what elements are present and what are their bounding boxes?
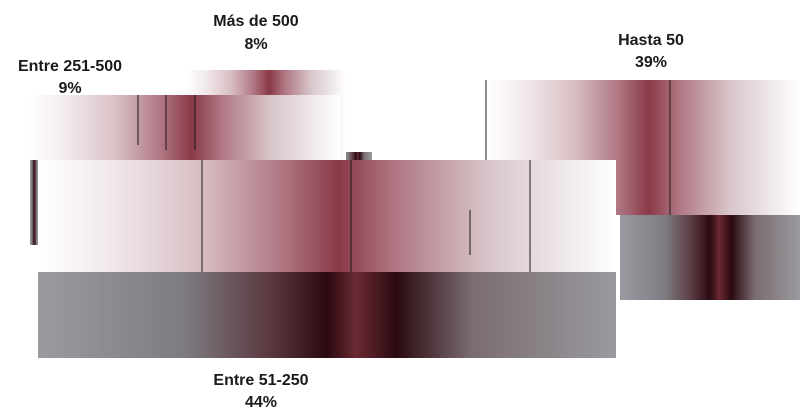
slice-value-label: 8% [244, 36, 267, 53]
pie-slice-side [30, 160, 38, 245]
slice-label: Entre 251-500 [18, 58, 122, 75]
pie-slice-top [30, 95, 340, 160]
slice-value-label: 39% [635, 54, 667, 71]
slice-value-label: 9% [58, 80, 81, 97]
pie-slice [38, 160, 616, 358]
pie-slice-side [620, 215, 800, 300]
pie-slice [486, 80, 800, 300]
pie-slice-side [340, 152, 372, 162]
slice-label: Más de 500 [213, 13, 298, 30]
slice-label: Entre 51-250 [213, 372, 308, 389]
slice-value-label: 44% [245, 394, 277, 411]
pie-slice [30, 95, 340, 245]
slice-label: Hasta 50 [618, 32, 684, 49]
pie-slice-side [38, 272, 616, 358]
pie-slice-top [38, 160, 616, 272]
